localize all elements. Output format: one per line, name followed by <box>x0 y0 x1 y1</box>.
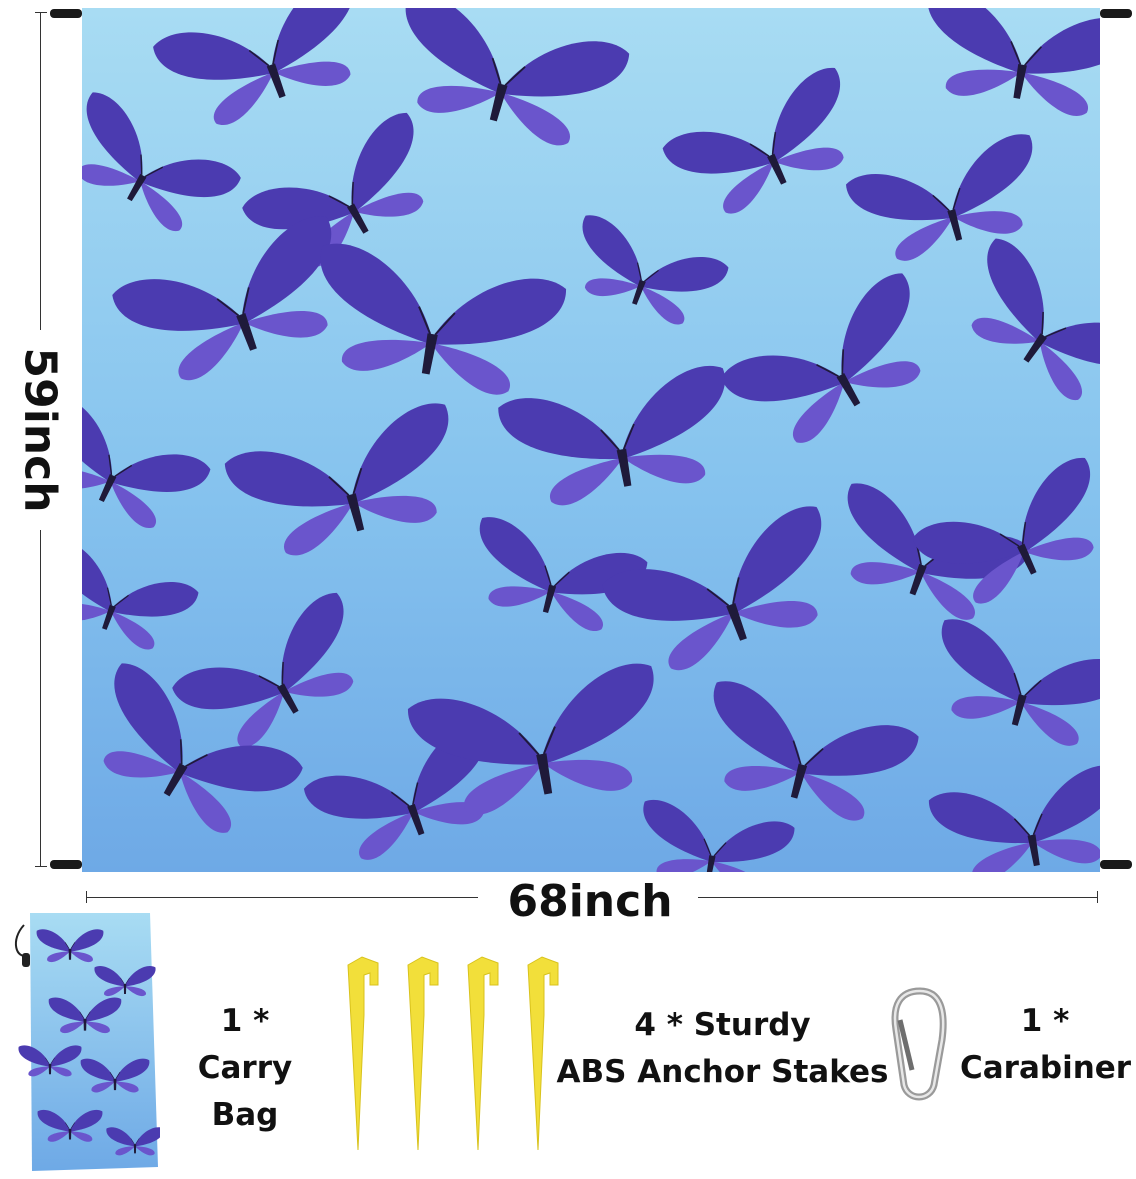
width-tick-left <box>86 891 87 903</box>
butterfly-icon <box>150 8 385 141</box>
butterfly-icon <box>560 211 731 336</box>
butterfly-icon <box>911 8 1100 125</box>
carry-bag-icon <box>10 905 164 1173</box>
butterfly-pattern <box>82 8 1100 872</box>
carry-bag-caption: 1 * Carry Bag <box>160 998 330 1139</box>
butterfly-icon <box>599 500 855 688</box>
butterfly-icon <box>717 268 953 465</box>
butterfly-icon <box>109 210 365 398</box>
butterfly-icon <box>168 588 383 767</box>
butterfly-icon <box>659 63 874 231</box>
yellow-stake-icon <box>330 955 560 1155</box>
height-dimension-line <box>40 12 41 330</box>
butterfly-icon <box>379 8 633 159</box>
stakes-count: 4 * Sturdy <box>634 1007 811 1043</box>
carabiner-caption: 1 * Carabiner <box>960 998 1132 1092</box>
height-label: 59inch <box>0 330 80 530</box>
butterfly-icon <box>926 762 1100 872</box>
mat-corner-loop <box>50 9 82 18</box>
height-tick-bottom <box>35 866 47 867</box>
butterfly-icon <box>920 615 1100 757</box>
width-label: 68inch <box>507 876 673 927</box>
mat-corner-loop <box>50 860 82 869</box>
height-tick-top <box>35 12 47 13</box>
butterfly-icon <box>300 239 569 405</box>
carry-bag-count: 1 * <box>220 1003 270 1039</box>
width-dimension-line <box>86 897 478 898</box>
mat-corner-loop <box>1100 860 1132 869</box>
stakes-caption: 4 * Sturdy ABS Anchor Stakes <box>545 1002 900 1096</box>
butterfly-icon <box>689 676 922 833</box>
butterfly-icon <box>221 398 475 569</box>
butterfly-icon <box>82 392 214 544</box>
butterfly-icon <box>943 233 1100 422</box>
mat-corner-loop <box>1100 9 1132 18</box>
stakes-label: ABS Anchor Stakes <box>556 1054 889 1090</box>
carabiner-count: 1 * <box>1020 1003 1070 1039</box>
butterfly-icon <box>843 130 1054 272</box>
carabiner-label: Carabiner <box>960 1050 1132 1086</box>
butterfly-icon <box>631 797 797 872</box>
carabiner-icon <box>890 985 950 1105</box>
butterfly-icon <box>82 536 201 661</box>
width-dimension-line <box>698 897 1098 898</box>
width-tick-right <box>1097 891 1098 903</box>
butterfly-icon <box>495 362 744 515</box>
picnic-mat <box>82 8 1100 872</box>
height-dimension-line <box>40 530 41 866</box>
height-label-text: 59inch <box>14 347 66 513</box>
butterfly-icon <box>405 659 674 825</box>
carry-bag-label: Carry Bag <box>197 1050 293 1133</box>
